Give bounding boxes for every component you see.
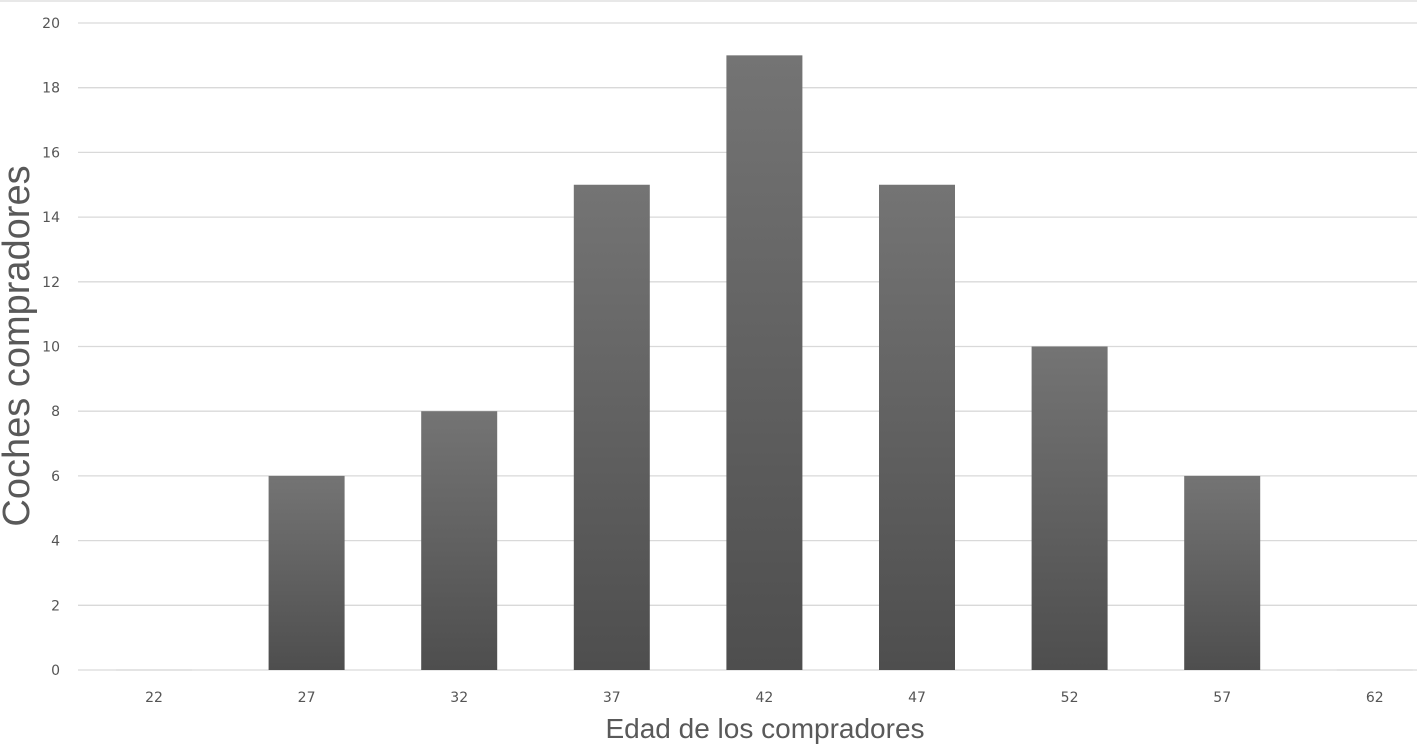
y-tick-label: 8: [51, 404, 60, 420]
x-tick-label: 37: [603, 690, 621, 706]
bar-57: [1184, 475, 1261, 670]
x-tick-label: 57: [1213, 690, 1231, 706]
bar-47: [879, 184, 955, 670]
y-tick-label: 0: [51, 663, 60, 679]
x-axis-label: Edad de los compradores: [605, 713, 924, 744]
y-axis-label: Coches compradores: [0, 165, 38, 526]
x-tick-label: 62: [1366, 690, 1384, 706]
bar-37: [573, 184, 650, 670]
x-tick-label: 47: [908, 690, 926, 706]
y-tick-label: 16: [42, 145, 60, 161]
y-tick-label: 18: [42, 81, 60, 97]
x-tick-label: 52: [1061, 690, 1079, 706]
bar-32: [421, 411, 498, 670]
bars: [116, 55, 1413, 671]
bar-42: [726, 55, 803, 671]
bar-52: [1031, 346, 1108, 670]
x-tick-label: 27: [298, 690, 316, 706]
y-tick-label: 10: [42, 340, 60, 356]
x-tick-label: 42: [755, 690, 773, 706]
y-tick-label: 4: [51, 534, 60, 550]
y-tick-label: 20: [42, 16, 60, 32]
x-tick-label: 22: [145, 690, 163, 706]
y-tick-label: 12: [42, 275, 60, 291]
y-tick-label: 2: [51, 598, 60, 614]
x-axis-ticks: 22 27 32 37 42 47 52 57 62: [145, 690, 1384, 706]
y-tick-label: 14: [42, 210, 60, 226]
y-tick-label: 6: [51, 469, 60, 485]
x-tick-label: 32: [450, 690, 468, 706]
bar-27: [268, 475, 345, 670]
y-axis-ticks: 0 2 4 6 8 10 12 14 16 18 20: [42, 16, 60, 679]
